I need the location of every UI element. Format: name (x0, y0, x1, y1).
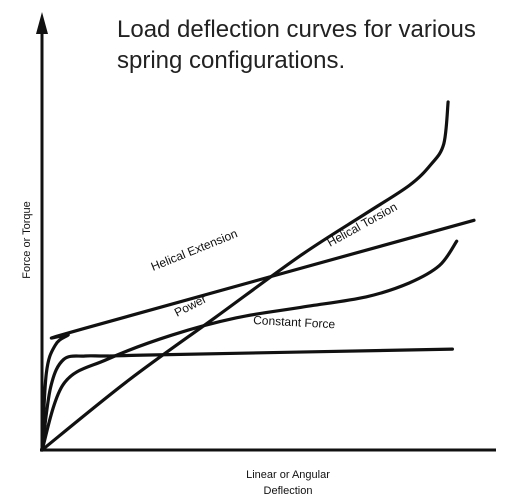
series-label-helical-extension: Helical Extension (149, 226, 240, 273)
series-line-constant-force (40, 347, 454, 452)
axes (36, 12, 496, 452)
y-axis-arrow-icon (36, 12, 48, 34)
x-axis-label-line-2: Deflection (264, 485, 313, 497)
x-axis-label-line-1: Linear or Angular (246, 469, 330, 481)
series-line-helical-torsion (40, 100, 450, 452)
chart-title: Load deflection curves for various sprin… (117, 16, 476, 74)
y-axis-label: Force or Torque (21, 201, 33, 278)
series-line-power (40, 239, 459, 452)
series-label-power: Power (172, 292, 209, 320)
series-line-helical-extension (40, 218, 476, 452)
curves-group (40, 100, 476, 452)
series-label-constant-force: Constant Force (253, 313, 336, 331)
series-label-helical-torsion: Helical Torsion (325, 200, 400, 250)
